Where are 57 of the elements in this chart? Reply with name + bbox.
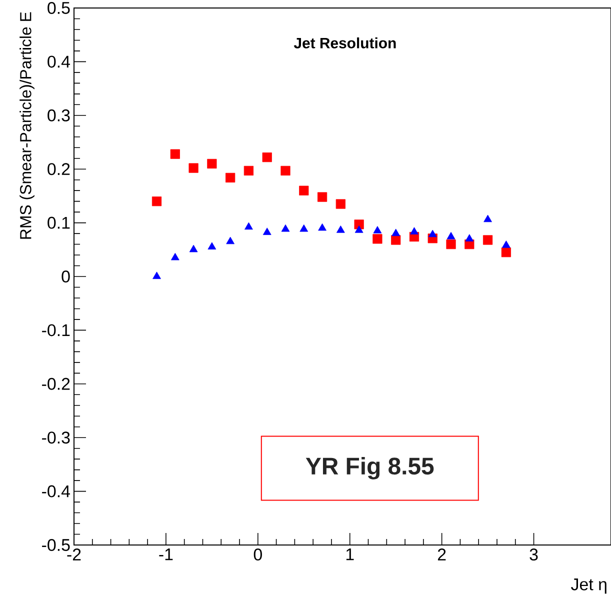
point (502, 240, 510, 248)
text: Jet Resolution (294, 37, 396, 48)
point (501, 248, 511, 258)
point (318, 223, 326, 231)
point (392, 228, 400, 236)
point (244, 222, 253, 230)
y-tick-label: -0.4 (42, 485, 70, 498)
point (482, 235, 493, 245)
point (465, 234, 474, 242)
x-tick-label: -1 (159, 548, 173, 560)
y-tick-label: 0.2 (48, 163, 70, 176)
point (299, 186, 309, 196)
x-tick-label: 0 (254, 548, 262, 561)
point (262, 228, 272, 235)
y-tick-label: 0 (62, 270, 70, 283)
point (207, 158, 217, 169)
point (244, 166, 254, 176)
point (188, 163, 198, 173)
point (170, 252, 180, 260)
point (152, 196, 162, 206)
y-tick-label: -0.5 (42, 539, 70, 552)
point (336, 226, 345, 233)
point (281, 224, 290, 232)
x-tick-label: 3 (530, 548, 538, 561)
y-tick-label: 0.4 (48, 56, 70, 68)
point (170, 149, 180, 159)
y-axis-title: RMS (Smear-Particle)/Particle E (20, 12, 34, 239)
y-tick-label: -0.3 (42, 432, 70, 444)
point (354, 226, 364, 233)
point (317, 192, 328, 202)
y-tick-label: -0.1 (42, 324, 70, 336)
point (226, 172, 236, 182)
y-tick-label: 0.1 (48, 216, 70, 229)
x-tick-label: 1 (346, 548, 354, 560)
point (446, 239, 456, 250)
point (373, 226, 382, 234)
point (226, 236, 235, 244)
point (428, 230, 437, 238)
point (484, 214, 492, 222)
y-tick-label: -0.2 (42, 378, 70, 390)
point (208, 242, 216, 250)
point (262, 152, 272, 162)
x-tick-label: 2 (438, 548, 446, 560)
y-tick-label: 0.5 (48, 2, 70, 14)
point (372, 234, 382, 244)
annotation: YR Fig 8.55 (306, 457, 434, 480)
point (300, 224, 308, 232)
point (336, 199, 346, 209)
point (280, 166, 290, 176)
point (446, 232, 456, 240)
y-tick-label: 0.3 (48, 109, 70, 122)
point (189, 244, 198, 252)
point (410, 227, 418, 234)
x-tick-label: -2 (67, 548, 81, 560)
point (391, 235, 401, 245)
point (152, 272, 161, 279)
x-axis-title: Jet η (571, 578, 606, 594)
